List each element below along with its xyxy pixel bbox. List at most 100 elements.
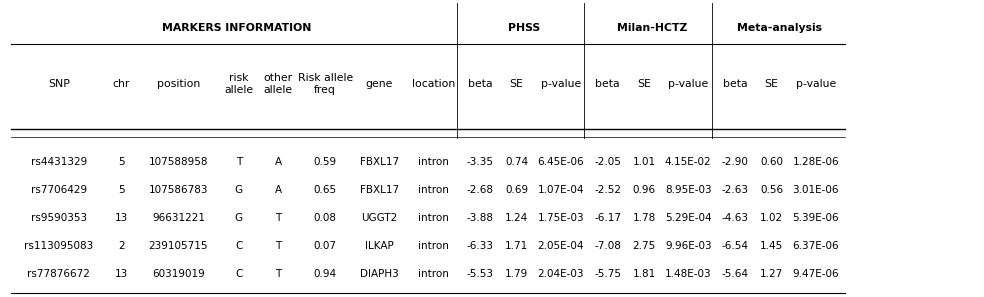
Text: 2.05E-04: 2.05E-04 xyxy=(537,241,584,251)
Text: rs9590353: rs9590353 xyxy=(31,213,87,223)
Text: intron: intron xyxy=(417,157,449,168)
Text: -3.35: -3.35 xyxy=(466,157,494,168)
Text: 5.29E-04: 5.29E-04 xyxy=(665,213,711,223)
Text: 13: 13 xyxy=(114,269,128,279)
Text: SNP: SNP xyxy=(48,79,70,89)
Text: beta: beta xyxy=(723,79,748,89)
Text: 1.27: 1.27 xyxy=(760,269,783,279)
Text: SE: SE xyxy=(765,79,778,89)
Text: -2.90: -2.90 xyxy=(722,157,749,168)
Text: intron: intron xyxy=(417,213,449,223)
Text: 0.65: 0.65 xyxy=(314,185,337,195)
Text: beta: beta xyxy=(468,79,493,89)
Text: UGGT2: UGGT2 xyxy=(361,213,398,223)
Text: rs4431329: rs4431329 xyxy=(31,157,87,168)
Text: 9.47E-06: 9.47E-06 xyxy=(792,269,839,279)
Text: 1.81: 1.81 xyxy=(633,269,655,279)
Text: 0.08: 0.08 xyxy=(314,213,337,223)
Text: 4.15E-02: 4.15E-02 xyxy=(665,157,711,168)
Text: rs77876672: rs77876672 xyxy=(28,269,91,279)
Text: SE: SE xyxy=(510,79,523,89)
Text: T: T xyxy=(275,269,281,279)
Text: intron: intron xyxy=(417,241,449,251)
Text: -2.52: -2.52 xyxy=(594,185,621,195)
Text: G: G xyxy=(235,213,243,223)
Text: SE: SE xyxy=(638,79,651,89)
Text: 0.59: 0.59 xyxy=(314,157,337,168)
Text: gene: gene xyxy=(365,79,393,89)
Text: -4.63: -4.63 xyxy=(722,213,749,223)
Text: A: A xyxy=(275,185,281,195)
Text: intron: intron xyxy=(417,269,449,279)
Text: ILKAP: ILKAP xyxy=(365,241,394,251)
Text: 1.79: 1.79 xyxy=(505,269,528,279)
Text: -5.53: -5.53 xyxy=(466,269,494,279)
Text: 96631221: 96631221 xyxy=(152,213,205,223)
Text: FBXL17: FBXL17 xyxy=(359,185,399,195)
Text: -7.08: -7.08 xyxy=(594,241,621,251)
Text: intron: intron xyxy=(417,185,449,195)
Text: 3.01E-06: 3.01E-06 xyxy=(792,185,839,195)
Text: other
allele: other allele xyxy=(264,73,292,94)
Text: 5: 5 xyxy=(118,185,124,195)
Text: 0.96: 0.96 xyxy=(633,185,655,195)
Text: -2.63: -2.63 xyxy=(722,185,749,195)
Text: 8.95E-03: 8.95E-03 xyxy=(665,185,711,195)
Text: 107588958: 107588958 xyxy=(149,157,209,168)
Text: Risk allele
freq: Risk allele freq xyxy=(297,73,353,94)
Text: 1.71: 1.71 xyxy=(505,241,528,251)
Text: -2.68: -2.68 xyxy=(466,185,494,195)
Text: 0.07: 0.07 xyxy=(314,241,337,251)
Text: 6.37E-06: 6.37E-06 xyxy=(792,241,839,251)
Text: p-value: p-value xyxy=(796,79,836,89)
Text: FBXL17: FBXL17 xyxy=(359,157,399,168)
Text: 1.07E-04: 1.07E-04 xyxy=(537,185,584,195)
Text: DIAPH3: DIAPH3 xyxy=(360,269,399,279)
Text: -6.33: -6.33 xyxy=(466,241,494,251)
Text: A: A xyxy=(275,157,281,168)
Text: 13: 13 xyxy=(114,213,128,223)
Text: 239105715: 239105715 xyxy=(149,241,209,251)
Text: p-value: p-value xyxy=(540,79,581,89)
Text: 60319019: 60319019 xyxy=(153,269,205,279)
Text: 6.45E-06: 6.45E-06 xyxy=(537,157,584,168)
Text: 1.48E-03: 1.48E-03 xyxy=(665,269,711,279)
Text: 0.69: 0.69 xyxy=(505,185,528,195)
Text: -6.54: -6.54 xyxy=(722,241,749,251)
Text: 1.28E-06: 1.28E-06 xyxy=(792,157,839,168)
Text: rs7706429: rs7706429 xyxy=(31,185,87,195)
Text: -5.64: -5.64 xyxy=(722,269,749,279)
Text: beta: beta xyxy=(595,79,620,89)
Text: 1.02: 1.02 xyxy=(760,213,783,223)
Text: -6.17: -6.17 xyxy=(594,213,621,223)
Text: 5: 5 xyxy=(118,157,124,168)
Text: -3.88: -3.88 xyxy=(466,213,494,223)
Text: Meta-analysis: Meta-analysis xyxy=(737,23,822,33)
Text: chr: chr xyxy=(112,79,130,89)
Text: -2.05: -2.05 xyxy=(594,157,621,168)
Text: 9.96E-03: 9.96E-03 xyxy=(665,241,711,251)
Text: MARKERS INFORMATION: MARKERS INFORMATION xyxy=(162,23,312,33)
Text: Milan-HCTZ: Milan-HCTZ xyxy=(617,23,687,33)
Text: location: location xyxy=(411,79,455,89)
Text: 1.01: 1.01 xyxy=(633,157,655,168)
Text: 2.75: 2.75 xyxy=(633,241,655,251)
Text: -5.75: -5.75 xyxy=(594,269,621,279)
Text: 0.56: 0.56 xyxy=(760,185,783,195)
Text: 1.75E-03: 1.75E-03 xyxy=(537,213,584,223)
Text: 0.74: 0.74 xyxy=(505,157,528,168)
Text: G: G xyxy=(235,185,243,195)
Text: C: C xyxy=(235,241,242,251)
Text: 2.04E-03: 2.04E-03 xyxy=(537,269,584,279)
Text: 1.24: 1.24 xyxy=(505,213,528,223)
Text: 0.60: 0.60 xyxy=(761,157,783,168)
Text: C: C xyxy=(235,269,242,279)
Text: rs113095083: rs113095083 xyxy=(25,241,93,251)
Text: T: T xyxy=(275,213,281,223)
Text: position: position xyxy=(156,79,200,89)
Text: T: T xyxy=(236,157,242,168)
Text: 2: 2 xyxy=(118,241,124,251)
Text: 5.39E-06: 5.39E-06 xyxy=(792,213,839,223)
Text: 1.78: 1.78 xyxy=(633,213,655,223)
Text: 107586783: 107586783 xyxy=(149,185,209,195)
